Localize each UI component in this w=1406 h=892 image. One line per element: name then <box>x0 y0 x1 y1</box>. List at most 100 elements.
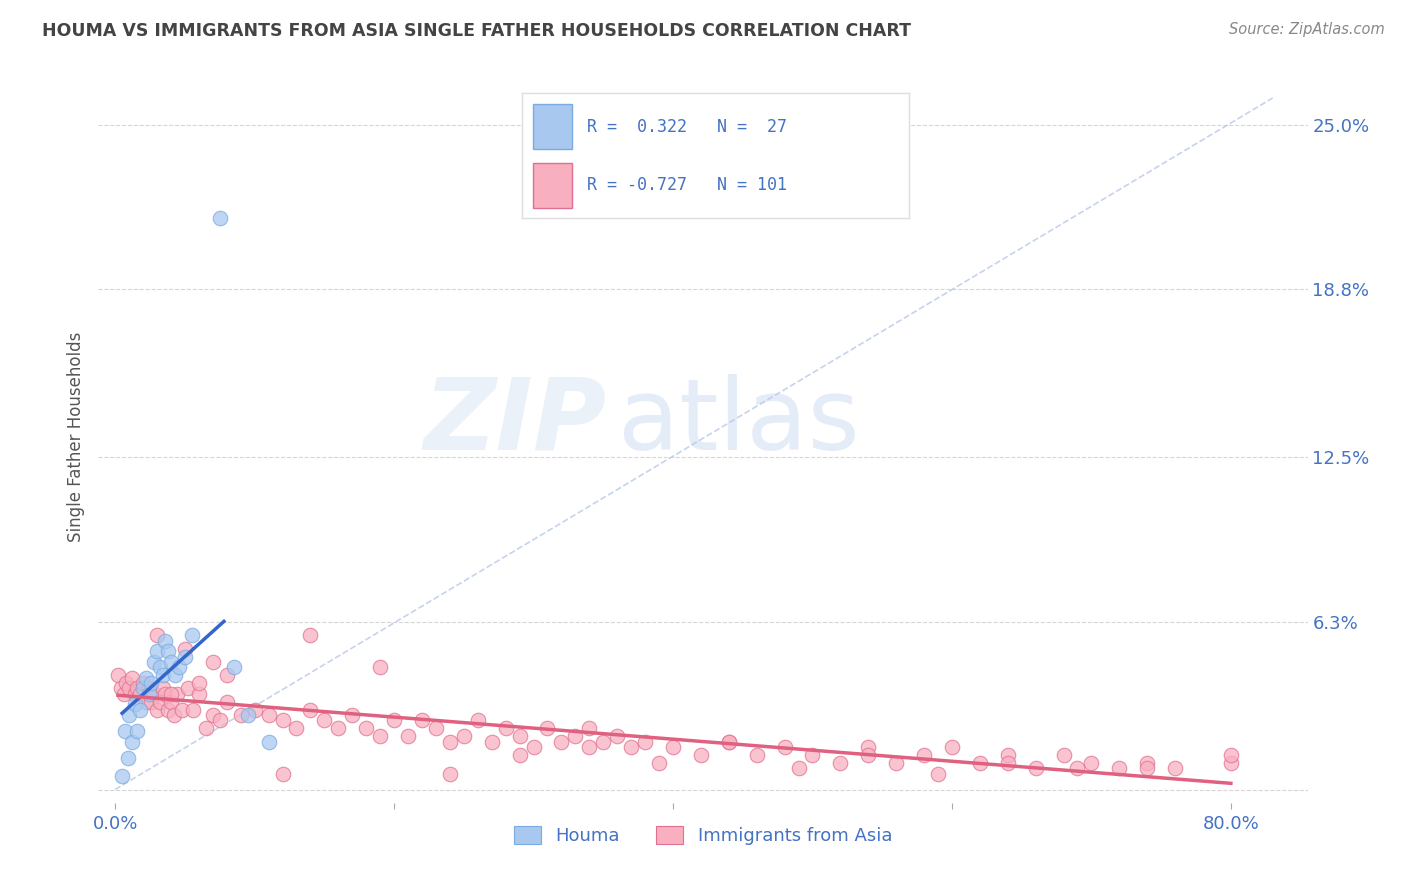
Point <box>328 722 350 736</box>
Point <box>1219 747 1241 762</box>
Point <box>969 756 991 770</box>
Point <box>187 687 209 701</box>
Point <box>173 641 195 656</box>
Point <box>884 756 907 770</box>
Point <box>117 750 139 764</box>
Point <box>222 660 245 674</box>
Point <box>173 649 195 664</box>
Point <box>138 681 160 696</box>
Point <box>564 729 586 743</box>
Point <box>135 695 157 709</box>
Point <box>314 714 336 728</box>
Point <box>481 734 503 748</box>
Point <box>342 708 364 723</box>
Point <box>135 671 157 685</box>
Point <box>155 633 177 648</box>
Point <box>160 655 183 669</box>
Point <box>165 668 187 682</box>
Point <box>941 739 963 754</box>
Point <box>927 766 949 780</box>
Point <box>997 756 1019 770</box>
Point <box>522 739 544 754</box>
Point <box>169 660 191 674</box>
Text: ZIP: ZIP <box>423 374 606 471</box>
Text: Source: ZipAtlas.com: Source: ZipAtlas.com <box>1229 22 1385 37</box>
Point <box>717 734 740 748</box>
Point <box>411 714 433 728</box>
Point <box>118 708 141 723</box>
Text: HOUMA VS IMMIGRANTS FROM ASIA SINGLE FATHER HOUSEHOLDS CORRELATION CHART: HOUMA VS IMMIGRANTS FROM ASIA SINGLE FAT… <box>42 22 911 40</box>
Point <box>425 722 447 736</box>
Point <box>1108 761 1130 775</box>
Point <box>160 695 183 709</box>
Point <box>194 722 217 736</box>
Point <box>215 668 238 682</box>
Point <box>121 671 143 685</box>
Point <box>112 687 135 701</box>
Point <box>1219 756 1241 770</box>
Point <box>396 729 419 743</box>
Point <box>578 739 600 754</box>
Point <box>236 708 259 723</box>
Point <box>172 703 194 717</box>
Point <box>830 756 852 770</box>
Point <box>648 756 671 770</box>
Point <box>129 703 152 717</box>
Point <box>187 676 209 690</box>
Point <box>271 714 294 728</box>
Point <box>717 734 740 748</box>
Point <box>620 739 643 754</box>
Point <box>141 676 163 690</box>
Point <box>149 695 172 709</box>
Point <box>115 676 138 690</box>
Point <box>166 687 188 701</box>
Point <box>787 761 810 775</box>
Point <box>299 703 322 717</box>
Point <box>439 766 461 780</box>
Point <box>285 722 308 736</box>
Point <box>124 687 146 701</box>
Point <box>368 729 391 743</box>
Point <box>299 628 322 642</box>
Point <box>1136 756 1159 770</box>
Point <box>368 660 391 674</box>
Point <box>271 766 294 780</box>
Point <box>132 676 155 690</box>
Point <box>257 708 280 723</box>
Point <box>858 747 880 762</box>
Point <box>439 734 461 748</box>
Point <box>180 628 202 642</box>
Point <box>453 729 475 743</box>
Point <box>662 739 685 754</box>
Point <box>118 681 141 696</box>
Point <box>146 644 169 658</box>
Point <box>858 739 880 754</box>
Point <box>1080 756 1102 770</box>
Point <box>1066 761 1088 775</box>
Point <box>176 681 198 696</box>
Point <box>201 708 224 723</box>
Point <box>155 687 177 701</box>
Point <box>634 734 657 748</box>
Point <box>801 747 824 762</box>
Point <box>129 687 152 701</box>
Point <box>201 655 224 669</box>
Point <box>157 703 180 717</box>
Point <box>243 703 266 717</box>
Point <box>132 681 155 696</box>
Point <box>495 722 517 736</box>
Point <box>1164 761 1187 775</box>
Point <box>1025 761 1047 775</box>
Point <box>208 714 231 728</box>
Point <box>1136 761 1159 775</box>
Point <box>121 734 143 748</box>
Point <box>127 723 149 738</box>
Point <box>152 681 174 696</box>
Point <box>111 769 134 783</box>
Point <box>509 747 531 762</box>
Point <box>181 703 204 717</box>
Point <box>163 708 186 723</box>
Point <box>143 687 166 701</box>
Point <box>114 723 136 738</box>
Point <box>157 644 180 658</box>
